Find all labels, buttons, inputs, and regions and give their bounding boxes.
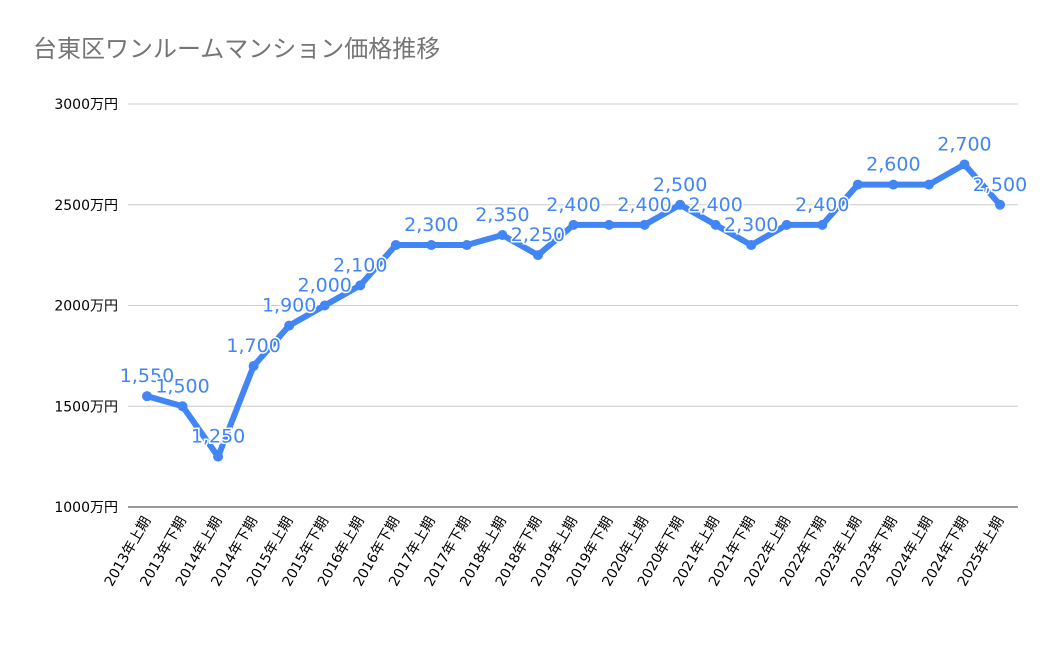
data-point: [177, 401, 188, 412]
chart-title: 台東区ワンルームマンション価格推移: [33, 35, 440, 63]
data-point: [710, 219, 721, 230]
y-tick-label: 2000万円: [54, 299, 118, 315]
data-point: [319, 300, 330, 311]
data-point: [568, 219, 579, 230]
data-label: 1,700: [226, 335, 280, 357]
data-point: [995, 199, 1005, 210]
data-point: [959, 159, 970, 170]
data-point: [142, 391, 152, 402]
data-label: 1,900: [262, 295, 316, 317]
data-label: 2,400: [795, 194, 849, 216]
data-point: [213, 451, 224, 462]
data-label: 2,300: [404, 214, 458, 236]
data-point: [888, 179, 899, 190]
data-point: [923, 179, 934, 190]
data-point: [426, 240, 437, 251]
data-point: [852, 179, 863, 190]
y-tick-label: 1000万円: [54, 500, 118, 516]
data-point: [746, 240, 757, 251]
data-label: 2,400: [617, 194, 671, 216]
data-point: [248, 360, 259, 371]
data-point: [355, 280, 366, 291]
y-tick-label: 1500万円: [54, 399, 118, 415]
data-label: 2,400: [688, 194, 742, 216]
y-tick-label: 2500万円: [54, 198, 118, 214]
data-point: [781, 219, 792, 230]
data-label: 2,400: [546, 194, 600, 216]
data-point: [497, 229, 508, 240]
data-label: 2,500: [653, 174, 707, 196]
data-label: 1,550: [120, 365, 174, 387]
data-label: 2,100: [333, 254, 387, 276]
data-point: [604, 219, 615, 230]
data-point: [284, 320, 295, 331]
data-label: 2,700: [937, 133, 991, 155]
data-label: 2,600: [866, 154, 920, 176]
data-label: 2,350: [475, 204, 529, 226]
data-label: 2,250: [511, 224, 565, 246]
data-label: 1,500: [155, 375, 209, 397]
data-point: [461, 240, 472, 251]
data-point: [390, 240, 401, 251]
data-label: 2,300: [724, 214, 778, 236]
data-point: [817, 219, 828, 230]
data-label: 2,500: [973, 174, 1027, 196]
data-label: 1,250: [191, 426, 245, 448]
data-point: [675, 199, 686, 210]
data-point: [639, 219, 650, 230]
data-label: 2,000: [298, 275, 352, 297]
y-tick-label: 3000万円: [54, 97, 118, 113]
data-point: [532, 250, 543, 261]
